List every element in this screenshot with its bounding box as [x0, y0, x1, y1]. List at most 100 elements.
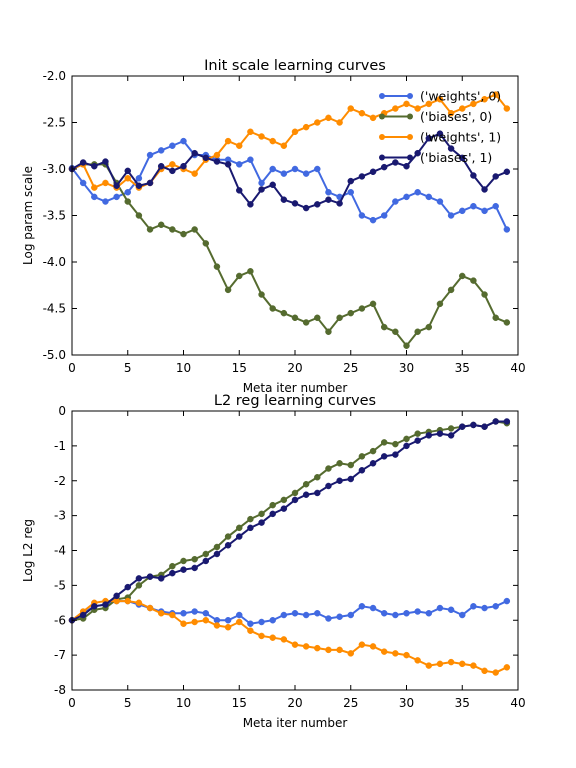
init-scale-data-point: [102, 198, 109, 205]
init-scale-data-point: [314, 165, 321, 173]
init-scale-x-tick-label: 10: [176, 361, 191, 375]
l2-reg-chart-title: L2 reg learning curves: [214, 393, 376, 409]
l2-reg-data-point: [180, 566, 187, 573]
init-scale-data-point: [325, 196, 332, 203]
init-scale-y-axis-label: Log param scale: [21, 166, 35, 265]
l2-reg-data-point: [146, 573, 154, 580]
l2-reg-data-point: [325, 646, 332, 654]
l2-reg-data-point: [202, 557, 210, 565]
init-scale-data-point: [247, 268, 254, 275]
init-scale-data-point: [191, 226, 198, 233]
init-scale-x-tick-label: 5: [124, 361, 132, 375]
init-scale-data-point: [169, 167, 176, 175]
legend-marker: [407, 154, 413, 161]
init-scale-data-point: [291, 200, 299, 207]
init-scale-data-point: [481, 96, 488, 103]
l2-reg-data-point: [302, 480, 310, 488]
legend-marker: [407, 113, 413, 120]
l2-reg-data-point: [336, 646, 343, 654]
l2-reg-data-point: [236, 524, 243, 532]
init-scale-data-point: [459, 105, 466, 112]
init-scale-data-point: [380, 212, 388, 219]
init-scale-data-point: [425, 193, 433, 201]
init-scale-data-point: [157, 221, 165, 229]
init-scale-data-point: [358, 212, 366, 219]
l2-reg-data-point: [447, 425, 455, 432]
l2-reg-data-point: [291, 496, 299, 504]
l2-reg-data-point: [436, 660, 444, 668]
init-scale-data-point: [503, 226, 511, 233]
l2-reg-data-point: [414, 608, 421, 615]
init-scale-data-point: [202, 240, 210, 247]
l2-reg-x-tick-label: 0: [68, 696, 76, 710]
init-scale-data-point: [503, 168, 511, 176]
init-scale-data-point: [291, 165, 299, 173]
l2-reg-data-point: [302, 491, 310, 498]
init-scale-data-point: [325, 328, 332, 335]
init-scale-x-tick-label: 40: [510, 361, 525, 375]
init-scale-data-point: [470, 172, 477, 179]
l2-reg-data-point: [213, 543, 221, 551]
l2-reg-data-point: [380, 648, 388, 655]
init-scale-data-point: [347, 189, 354, 196]
init-scale-y-tick-label: -4.0: [43, 255, 66, 269]
init-scale-data-point: [191, 170, 198, 177]
init-scale-data-point: [236, 142, 243, 149]
init-scale-data-point: [481, 186, 488, 193]
init-scale-data-point: [124, 189, 131, 196]
init-scale-data-point: [436, 130, 444, 137]
init-scale-data-point: [124, 167, 131, 175]
l2-reg-series-line-1: [71, 420, 508, 622]
l2-reg-data-point: [358, 467, 366, 474]
l2-reg-y-tick-label: -4: [54, 544, 66, 558]
l2-reg-data-point: [236, 611, 243, 619]
l2-reg-data-point: [403, 435, 410, 443]
init-scale-data-point: [302, 170, 310, 177]
init-scale-data-point: [236, 161, 243, 168]
l2-reg-data-point: [447, 658, 455, 666]
init-scale-data-point: [135, 182, 143, 189]
l2-reg-x-tick-label: 20: [287, 696, 302, 710]
l2-reg-data-point: [369, 460, 377, 467]
l2-reg-data-point: [380, 453, 388, 460]
init-scale-data-point: [302, 204, 310, 212]
l2-reg-data-point: [124, 583, 131, 591]
l2-reg-data-point: [347, 461, 354, 469]
l2-reg-data-point: [459, 660, 466, 668]
init-scale-data-point: [336, 314, 343, 322]
l2-reg-data-point: [414, 437, 421, 444]
init-scale-data-point: [169, 226, 176, 233]
l2-reg-data-point: [135, 599, 143, 607]
l2-reg-data-point: [180, 610, 187, 617]
init-scale-data-point: [180, 137, 187, 145]
l2-reg-y-tick-label: -6: [54, 613, 66, 627]
init-scale-data-point: [247, 201, 254, 208]
l2-reg-data-point: [202, 617, 210, 624]
init-scale-data-point: [113, 182, 120, 189]
l2-reg-data-point: [202, 550, 210, 558]
l2-reg-data-point: [224, 623, 232, 631]
l2-reg-data-point: [336, 477, 343, 484]
l2-reg-data-point: [269, 634, 276, 641]
init-scale-data-point: [79, 159, 87, 166]
init-scale-y-tick-label: -3.5: [43, 209, 66, 223]
init-scale-y-tick-label: -5.0: [43, 348, 66, 362]
init-scale-legend: ('weights', 0) ('biases', 0) ('weights', 1…: [379, 89, 501, 165]
l2-reg-data-point: [369, 447, 377, 455]
l2-reg-data-point: [113, 592, 120, 600]
init-scale-data-point: [436, 96, 444, 103]
legend-marker: [407, 93, 413, 99]
init-scale-data-point: [280, 309, 288, 317]
init-scale-series-line-0: [71, 139, 508, 230]
init-scale-data-point: [380, 323, 388, 331]
init-scale-data-point: [291, 128, 299, 136]
init-scale-data-point: [492, 202, 499, 210]
init-scale-data-point: [258, 291, 265, 298]
l2-reg-data-point: [314, 474, 321, 481]
init-scale-data-point: [459, 154, 466, 162]
l2-reg-data-point: [369, 604, 377, 612]
l2-reg-series-markers-1: [68, 418, 511, 624]
init-scale-data-point: [392, 159, 399, 166]
init-scale-x-tick-label: 25: [343, 361, 358, 375]
init-scale-series-markers-3: [68, 130, 511, 212]
